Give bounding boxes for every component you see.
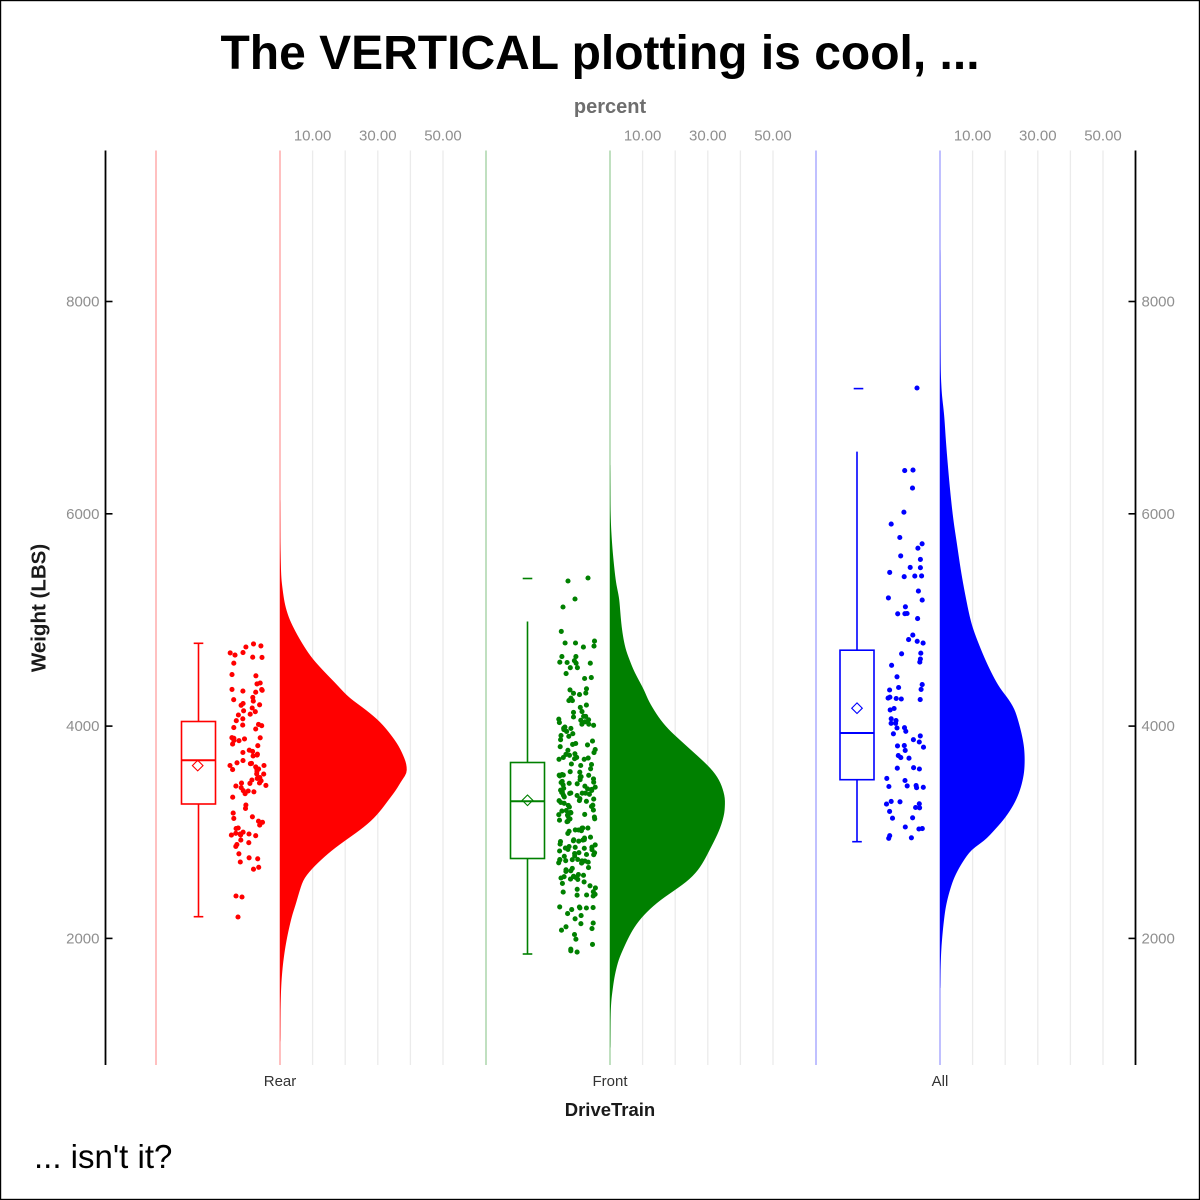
svg-text:4000: 4000 <box>66 718 99 735</box>
svg-text:30.00: 30.00 <box>689 127 727 144</box>
svg-text:6000: 6000 <box>66 506 99 523</box>
svg-text:All: All <box>932 1073 949 1090</box>
svg-text:8000: 8000 <box>66 294 99 311</box>
svg-text:10.00: 10.00 <box>294 127 332 144</box>
svg-text:30.00: 30.00 <box>1019 127 1057 144</box>
svg-text:6000: 6000 <box>1142 506 1175 523</box>
svg-text:2000: 2000 <box>1142 930 1175 947</box>
svg-text:10.00: 10.00 <box>954 127 992 144</box>
svg-text:... isn't it?: ... isn't it? <box>34 1138 172 1175</box>
svg-text:10.00: 10.00 <box>624 127 662 144</box>
svg-text:50.00: 50.00 <box>1084 127 1122 144</box>
svg-text:2000: 2000 <box>66 930 99 947</box>
svg-text:30.00: 30.00 <box>359 127 397 144</box>
svg-text:4000: 4000 <box>1142 718 1175 735</box>
svg-text:percent: percent <box>574 96 647 118</box>
svg-text:The VERTICAL plotting is cool,: The VERTICAL plotting is cool, ... <box>220 27 979 80</box>
svg-text:DriveTrain: DriveTrain <box>565 1099 656 1120</box>
svg-text:Weight (LBS): Weight (LBS) <box>28 544 51 672</box>
svg-text:Rear: Rear <box>264 1073 297 1090</box>
svg-text:50.00: 50.00 <box>754 127 792 144</box>
svg-text:8000: 8000 <box>1142 294 1175 311</box>
svg-text:Front: Front <box>592 1073 628 1090</box>
svg-text:50.00: 50.00 <box>424 127 462 144</box>
